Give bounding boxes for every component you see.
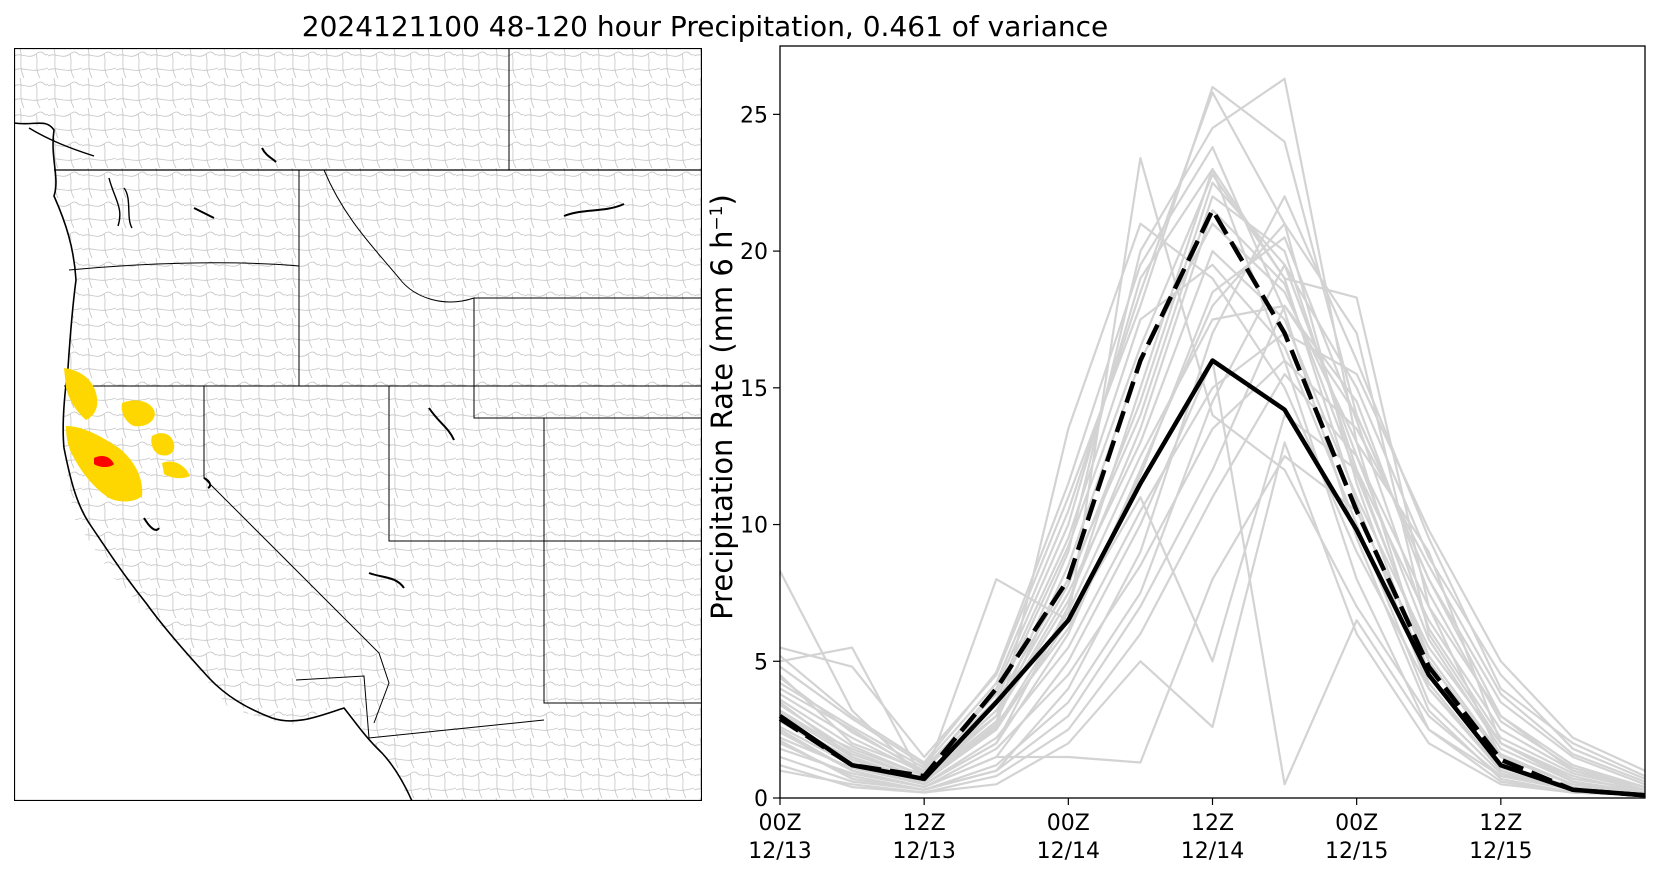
ensemble-member-line — [779, 263, 1646, 791]
x-tick-label-date: 12/13 — [892, 839, 955, 864]
ensemble-member-line — [779, 263, 1646, 797]
series-lines — [778, 207, 1646, 798]
x-tick-label-time: 12Z — [1191, 811, 1234, 836]
x-tick-label-date: 12/14 — [1037, 839, 1100, 864]
ensemble-member-line — [779, 173, 1646, 797]
ensemble-members — [779, 77, 1646, 797]
ensemble-member-line — [779, 168, 1646, 797]
x-tick-label-date: 12/14 — [1181, 839, 1244, 864]
ensemble-member-line — [779, 359, 1646, 789]
y-tick-label: 10 — [740, 514, 768, 539]
x-tick-label-time: 00Z — [758, 811, 801, 836]
y-tick-label: 15 — [740, 377, 768, 402]
y-tick-label: 5 — [754, 650, 768, 675]
land-area — [14, 48, 702, 801]
y-tick-label: 20 — [740, 240, 768, 265]
axes: 0 5 10 15 20 25 00Z 12/13 12Z 12/13 00Z 12/14 12Z 12/… — [740, 45, 1646, 864]
ensemble-member-line — [779, 181, 1646, 794]
ensemble-member-line — [779, 222, 1646, 797]
ensemble-member-line — [779, 332, 1646, 786]
plot-frame — [779, 45, 1646, 799]
x-tick-label-date: 12/15 — [1469, 839, 1532, 864]
ensemble-member-line — [779, 195, 1646, 794]
ensemble-member-line — [779, 304, 1646, 791]
basin-map — [13, 47, 703, 802]
map-frame — [13, 47, 703, 802]
highlighted-basins — [64, 368, 190, 502]
ensemble-member-line — [779, 195, 1646, 791]
x-tick-label-date: 12/13 — [748, 839, 811, 864]
coastline — [13, 122, 413, 802]
precip-chart: 0 5 10 15 20 25 00Z 12/13 12Z 12/13 00Z 12/14 12Z 12/… — [700, 40, 1658, 883]
x-tick-label-time: 12Z — [1479, 811, 1522, 836]
figure-title: 2024121100 48-120 hour Precipitation, 0.… — [301, 10, 1109, 43]
x-tick-label-date: 12/15 — [1325, 839, 1388, 864]
x-tick-label-time: 00Z — [1335, 811, 1378, 836]
x-tick-label-time: 12Z — [903, 811, 946, 836]
ensemble-member-line — [779, 91, 1646, 797]
y-axis-label: Precipitation Rate (mm 6 h−1) — [705, 194, 739, 620]
ensemble-member-line — [779, 146, 1646, 797]
lakes — [143, 147, 625, 589]
ensemble-member-line — [779, 304, 1646, 789]
ensemble-member-line — [779, 373, 1646, 794]
ensemble-member-line — [779, 168, 1646, 797]
x-tick-label-time: 00Z — [1047, 811, 1090, 836]
state-borders — [64, 169, 702, 739]
ensemble-member-line — [779, 222, 1646, 797]
y-tick-label: 0 — [754, 787, 768, 812]
ensemble-member-line — [779, 455, 1646, 794]
y-tick-label: 25 — [740, 103, 768, 128]
puget-sound — [28, 127, 133, 229]
observed-line — [778, 358, 1646, 798]
ensemble-member-line — [779, 85, 1646, 789]
ensemble-member-line — [779, 236, 1646, 791]
